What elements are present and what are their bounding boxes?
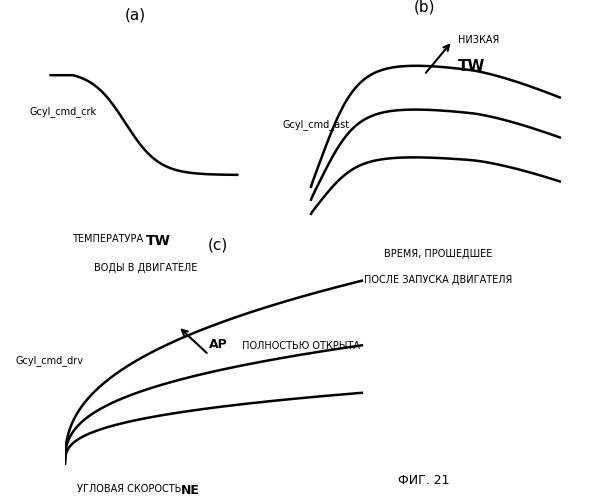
Text: ВРЕМЯ, ПРОШЕДШЕЕ: ВРЕМЯ, ПРОШЕДШЕЕ xyxy=(384,249,492,259)
Text: ФИГ. 21: ФИГ. 21 xyxy=(398,474,450,488)
Text: TW: TW xyxy=(146,234,171,248)
Text: NE: NE xyxy=(181,484,200,497)
Text: АР: АР xyxy=(209,338,227,351)
Text: ПОЛНОСТЬЮ ОТКРЫТА: ПОЛНОСТЬЮ ОТКРЫТА xyxy=(239,341,360,351)
Text: ПОСЛЕ ЗАПУСКА ДВИГАТЕЛЯ: ПОСЛЕ ЗАПУСКА ДВИГАТЕЛЯ xyxy=(364,275,512,285)
Text: Gcyl_cmd_ast: Gcyl_cmd_ast xyxy=(283,120,350,130)
Text: ТЕМПЕРАТУРА: ТЕМПЕРАТУРА xyxy=(72,234,146,244)
Text: УГЛОВАЯ СКОРОСТЬ: УГЛОВАЯ СКОРОСТЬ xyxy=(77,484,181,494)
Text: НИЗКАЯ: НИЗКАЯ xyxy=(458,35,499,45)
Text: ВОДЫ В ДВИГАТЕЛЕ: ВОДЫ В ДВИГАТЕЛЕ xyxy=(94,263,198,273)
Text: (a): (a) xyxy=(125,7,146,22)
Text: Gcyl_cmd_drv: Gcyl_cmd_drv xyxy=(16,355,84,366)
Text: TW: TW xyxy=(458,59,485,74)
Text: Gcyl_cmd_crk: Gcyl_cmd_crk xyxy=(29,106,97,118)
Text: (c): (c) xyxy=(208,237,228,252)
Text: (b): (b) xyxy=(413,0,435,15)
